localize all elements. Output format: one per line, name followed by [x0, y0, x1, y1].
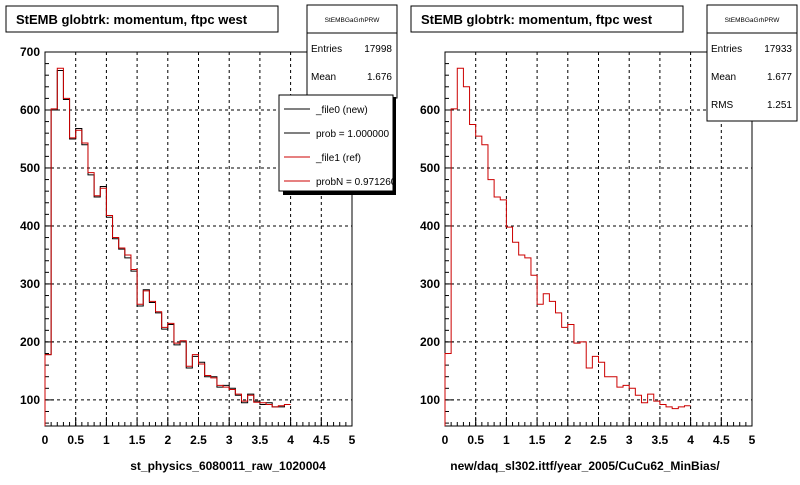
stats-box: StEMBGaGrhPRW Entries 17998 Mean 1.676 [306, 4, 398, 99]
y-axis-ticks: 100 200 300 400 500 600 700 [20, 45, 54, 424]
x-tick-label: 3.5 [252, 433, 269, 447]
legend-label-0: _file0 (new) [315, 105, 368, 116]
stats-mean-label: Mean [711, 72, 736, 83]
legend: _file0 (new) prob = 1.000000 _file1 (ref… [278, 94, 397, 195]
title-box [5, 5, 279, 33]
y-tick-label: 400 [420, 219, 440, 233]
y-tick-label: 200 [420, 335, 440, 349]
legend-label-1: prob = 1.000000 [316, 129, 390, 140]
stats-entries-value: 17998 [364, 44, 392, 55]
stats-mean-value: 1.676 [367, 72, 392, 83]
x-axis-label: new/daq_sl302.ittf/year_2005/CuCu62_MinB… [450, 459, 720, 473]
x-tick-label: 5 [749, 433, 756, 447]
x-tick-label: 3.5 [652, 433, 669, 447]
stats-entries-label: Entries [711, 44, 742, 55]
histogram-panel-right: StEMB globtrk: momentum, ftpc west 10020… [410, 4, 798, 473]
legend-label-2: _file1 (ref) [315, 153, 361, 164]
stats-box: StEMBGaGrhPRW Entries 17933 Mean 1.677 R… [706, 4, 798, 122]
y-tick-label: 100 [420, 393, 440, 407]
x-axis-label: st_physics_6080011_raw_1020004 [130, 459, 326, 473]
stats-entries-label: Entries [311, 44, 342, 55]
chart-title: StEMB globtrk: momentum, ftpc west [421, 12, 653, 27]
stats-rms-label: RMS [711, 100, 734, 111]
stats-rms-value: 1.251 [767, 100, 792, 111]
x-tick-label: 0 [42, 433, 49, 447]
x-tick-label: 1 [503, 433, 510, 447]
title-box [410, 5, 684, 33]
x-tick-label: 2 [164, 433, 171, 447]
series-lines [444, 67, 691, 426]
series-1-step-line [44, 67, 291, 426]
x-axis-ticks: 0 0.5 1 1.5 2 2.5 3 3.5 4 4.5 5 [42, 417, 356, 447]
x-tick-label: 3 [226, 433, 233, 447]
legend-label-3: probN = 0.971260 [316, 177, 397, 188]
x-tick-label: 0 [442, 433, 449, 447]
x-tick-label: 2.5 [590, 433, 607, 447]
y-tick-label: 100 [20, 393, 40, 407]
stats-mean-label: Mean [311, 72, 336, 83]
x-tick-label: 0.5 [67, 433, 84, 447]
y-tick-label: 400 [20, 219, 40, 233]
histogram-panel-left: StEMB globtrk: momentum, ftpc west 10020… [5, 4, 398, 473]
stats-frame [306, 4, 398, 99]
x-tick-label: 5 [349, 433, 356, 447]
x-tick-label: 4 [687, 433, 694, 447]
x-tick-label: 2 [564, 433, 571, 447]
y-tick-label: 600 [420, 103, 440, 117]
y-tick-label: 500 [20, 161, 40, 175]
series-lines [44, 67, 291, 426]
x-tick-label: 0.5 [467, 433, 484, 447]
x-axis-ticks: 0 0.5 1 1.5 2 2.5 3 3.5 4 4.5 5 [442, 417, 756, 447]
series-0-step-line [44, 70, 291, 426]
y-tick-label: 300 [20, 277, 40, 291]
stats-entries-value: 17933 [764, 44, 792, 55]
chart-title: StEMB globtrk: momentum, ftpc west [16, 12, 248, 27]
stats-mean-value: 1.677 [767, 72, 792, 83]
y-tick-label: 500 [420, 161, 440, 175]
x-tick-label: 4 [287, 433, 294, 447]
y-tick-label: 700 [20, 45, 40, 59]
y-axis-ticks: 100 200 300 400 500 600 [420, 63, 454, 424]
y-tick-label: 200 [20, 335, 40, 349]
series-0-step-line [444, 67, 691, 426]
stats-name: StEMBGaGrhPRW [325, 17, 381, 24]
x-tick-label: 4.5 [713, 433, 730, 447]
y-tick-label: 300 [420, 277, 440, 291]
x-tick-label: 1.5 [129, 433, 146, 447]
stats-name: StEMBGaGrhPRW [725, 17, 781, 24]
x-tick-label: 1 [103, 433, 110, 447]
x-tick-label: 3 [626, 433, 633, 447]
y-tick-label: 600 [20, 103, 40, 117]
stats-frame [706, 4, 798, 122]
x-tick-label: 2.5 [190, 433, 207, 447]
x-tick-label: 4.5 [313, 433, 330, 447]
x-tick-label: 1.5 [529, 433, 546, 447]
legend-frame [278, 94, 394, 192]
